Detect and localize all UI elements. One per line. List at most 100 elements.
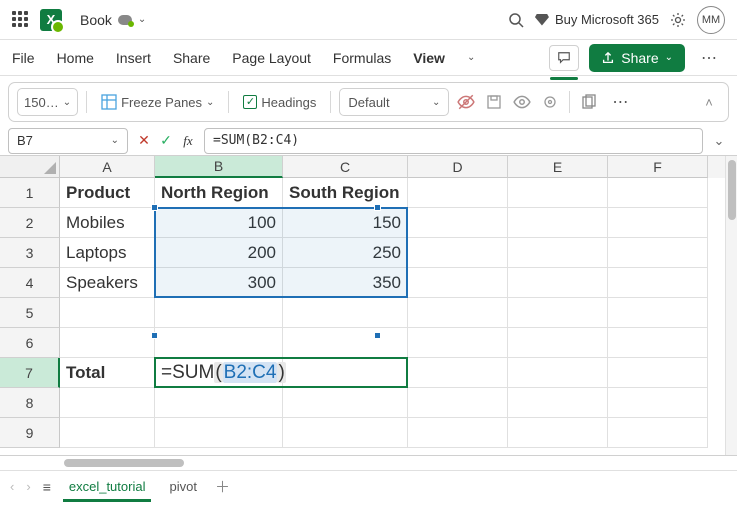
formula-input[interactable]: =SUM(B2:C4) (204, 128, 703, 154)
sheet-tab[interactable]: pivot (163, 475, 202, 498)
cell[interactable] (408, 388, 508, 418)
name-box[interactable]: B7 ⌄ (8, 128, 128, 154)
cell[interactable] (608, 328, 708, 358)
cell[interactable] (155, 298, 283, 328)
ribbon-more-chevron-icon[interactable]: ⌄ (467, 52, 475, 63)
column-header[interactable]: B (155, 156, 283, 178)
cell[interactable] (60, 388, 155, 418)
cell[interactable] (608, 388, 708, 418)
sheet-nav-next-icon[interactable]: › (26, 479, 30, 494)
cell[interactable] (283, 328, 408, 358)
cell[interactable]: Total (60, 358, 155, 388)
select-all-corner[interactable] (0, 156, 60, 178)
cell[interactable]: 300 (155, 268, 283, 298)
tab-file[interactable]: File (12, 50, 35, 66)
tab-home[interactable]: Home (57, 50, 94, 66)
zoom-dropdown[interactable]: 150… ⌄ (17, 88, 78, 116)
cell[interactable] (408, 238, 508, 268)
view-save-icon[interactable] (483, 91, 505, 113)
cell[interactable] (508, 418, 608, 448)
cell[interactable] (408, 208, 508, 238)
cell[interactable]: 250 (283, 238, 408, 268)
cell[interactable]: Product (60, 178, 155, 208)
freeze-panes-button[interactable]: Freeze Panes ⌄ (95, 88, 220, 116)
horizontal-scrollbar[interactable] (60, 456, 725, 470)
cell[interactable] (155, 388, 283, 418)
cell[interactable] (508, 388, 608, 418)
cell[interactable] (508, 328, 608, 358)
tab-insert[interactable]: Insert (116, 50, 151, 66)
share-button[interactable]: Share ⌄ (589, 44, 685, 72)
formula-accept-button[interactable]: ✓ (156, 130, 176, 152)
row-header[interactable]: 8 (0, 388, 60, 418)
row-header[interactable]: 6 (0, 328, 60, 358)
cell[interactable] (508, 178, 608, 208)
cell[interactable]: 200 (155, 238, 283, 268)
sheet-tab[interactable]: excel_tutorial (63, 475, 152, 498)
cell[interactable] (155, 418, 283, 448)
collapse-ribbon-chevron-icon[interactable]: ˄ (698, 91, 720, 113)
new-window-icon[interactable] (578, 91, 600, 113)
tab-view[interactable]: View (413, 50, 445, 66)
cell[interactable] (408, 298, 508, 328)
formula-cancel-button[interactable]: ✕ (134, 130, 154, 152)
cell[interactable] (283, 358, 408, 388)
cell[interactable] (155, 328, 283, 358)
cell[interactable] (508, 358, 608, 388)
row-header[interactable]: 5 (0, 298, 60, 328)
comments-button[interactable] (549, 45, 579, 71)
tab-formulas[interactable]: Formulas (333, 50, 391, 66)
all-sheets-button[interactable]: ≡ (43, 479, 51, 495)
cell[interactable]: 150 (283, 208, 408, 238)
cell[interactable]: North Region (155, 178, 283, 208)
cell[interactable] (60, 298, 155, 328)
column-header[interactable]: C (283, 156, 408, 178)
cell[interactable] (60, 328, 155, 358)
user-avatar[interactable]: MM (697, 6, 725, 34)
row-header[interactable]: 4 (0, 268, 60, 298)
cell[interactable]: Laptops (60, 238, 155, 268)
cell[interactable] (508, 208, 608, 238)
cell[interactable] (608, 358, 708, 388)
view-eye-off-icon[interactable] (455, 91, 477, 113)
cell[interactable]: Speakers (60, 268, 155, 298)
cell[interactable] (608, 298, 708, 328)
tab-page-layout[interactable]: Page Layout (232, 50, 311, 66)
cell[interactable] (60, 418, 155, 448)
cell[interactable]: =SUM(B2:C4) (155, 358, 283, 388)
cell[interactable] (283, 418, 408, 448)
scroll-thumb[interactable] (728, 160, 736, 220)
cell[interactable] (608, 418, 708, 448)
row-header[interactable]: 1 (0, 178, 60, 208)
cell[interactable] (508, 238, 608, 268)
cell[interactable] (408, 418, 508, 448)
cells-area[interactable]: ProductNorth RegionSouth RegionMobiles10… (60, 178, 725, 455)
spreadsheet-grid[interactable]: ABCDEF 123456789 ProductNorth RegionSout… (0, 156, 737, 456)
ribbon-overflow-button[interactable]: ⋯ (695, 45, 725, 71)
cell[interactable] (408, 268, 508, 298)
column-header[interactable]: A (60, 156, 155, 178)
cell[interactable] (408, 328, 508, 358)
sheet-nav-prev-icon[interactable]: ‹ (10, 479, 14, 494)
headings-toggle[interactable]: ✓ Headings (237, 88, 322, 116)
cell[interactable] (508, 268, 608, 298)
row-header[interactable]: 3 (0, 238, 60, 268)
vertical-scrollbar[interactable] (725, 156, 737, 455)
tab-share[interactable]: Share (173, 50, 210, 66)
cell[interactable] (608, 178, 708, 208)
add-sheet-button[interactable]: ＋ (215, 476, 230, 497)
row-header[interactable]: 2 (0, 208, 60, 238)
scroll-thumb[interactable] (64, 459, 184, 467)
app-launcher-icon[interactable] (12, 11, 30, 29)
cell[interactable] (608, 268, 708, 298)
column-header[interactable]: E (508, 156, 608, 178)
buy-microsoft-365-button[interactable]: Buy Microsoft 365 (535, 12, 659, 27)
view-eye-icon[interactable] (511, 91, 533, 113)
cell[interactable]: South Region (283, 178, 408, 208)
toolbar-overflow-button[interactable]: ⋯ (606, 89, 636, 115)
cell[interactable] (408, 358, 508, 388)
sheet-view-dropdown[interactable]: Default ⌄ (339, 88, 449, 116)
cell[interactable]: Mobiles (60, 208, 155, 238)
cell[interactable] (608, 208, 708, 238)
cell[interactable] (408, 178, 508, 208)
